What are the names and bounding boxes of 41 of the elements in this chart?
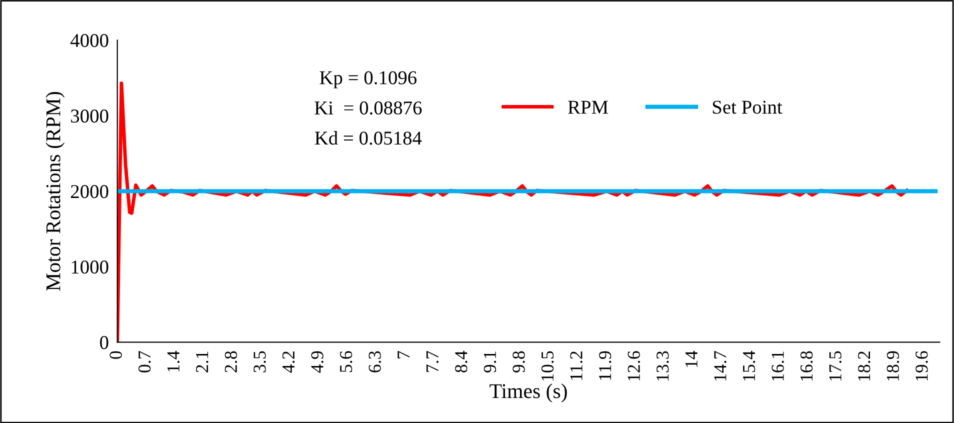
annotation: Ki = 0.08876	[314, 101, 422, 115]
annotation: Kp = 0.1096	[320, 71, 417, 88]
x-tick-label: 4.9	[311, 351, 324, 373]
x-tick-label: 9.1	[484, 352, 496, 373]
x-tick-label: 0	[110, 351, 122, 359]
x-tick-label: 19.6	[916, 351, 928, 381]
x-tick-label: 7	[398, 351, 410, 358]
x-tick-label: 11.2	[570, 352, 582, 380]
legend-label: Set Point	[712, 100, 782, 114]
x-tick-label: 14	[685, 350, 698, 368]
x-tick-label: 1.4	[167, 350, 180, 372]
x-tick-label: 9.8	[512, 351, 525, 373]
y-tick-label: 4000	[70, 34, 108, 48]
x-tick-label: 3.5	[254, 351, 266, 372]
x-tick-label: 7.7	[426, 351, 439, 372]
legend-label: RPM	[568, 100, 608, 114]
y-tick-label: 0	[100, 336, 108, 350]
x-tick-label: 13.3	[656, 351, 669, 381]
x-tick-label: 18.9	[886, 351, 900, 381]
x-axis-title: Times (s)	[490, 384, 567, 402]
x-tick-label: 18.2	[858, 352, 870, 381]
x-tick-label: 4.2	[282, 352, 295, 373]
x-tick-label: 17.5	[829, 351, 842, 381]
x-tick-label: 11.9	[599, 351, 612, 380]
x-tick-label: 0.7	[138, 351, 151, 372]
x-tick-label: 12.6	[628, 351, 640, 381]
annotation: Kd = 0.05184	[314, 131, 422, 145]
x-tick-label: 2.8	[224, 351, 238, 372]
x-tick-label: 10.5	[541, 351, 554, 381]
x-tick-label: 16.8	[800, 351, 813, 381]
x-tick-label: 5.6	[340, 351, 352, 372]
x-tick-label: 14.7	[714, 351, 726, 381]
y-tick-label: 2000	[70, 185, 108, 198]
x-tick-label: 8.4	[455, 350, 468, 372]
x-tick-label: 6.3	[368, 351, 381, 372]
x-tick-label: 2.1	[196, 352, 208, 372]
y-tick-label: 1000	[72, 260, 108, 274]
y-axis-title: Motor Rotations (RPM)	[46, 92, 65, 291]
y-tick-label: 3000	[71, 110, 108, 123]
x-tick-label: 16.1	[772, 352, 784, 381]
x-tick-label: 15.4	[742, 350, 756, 381]
